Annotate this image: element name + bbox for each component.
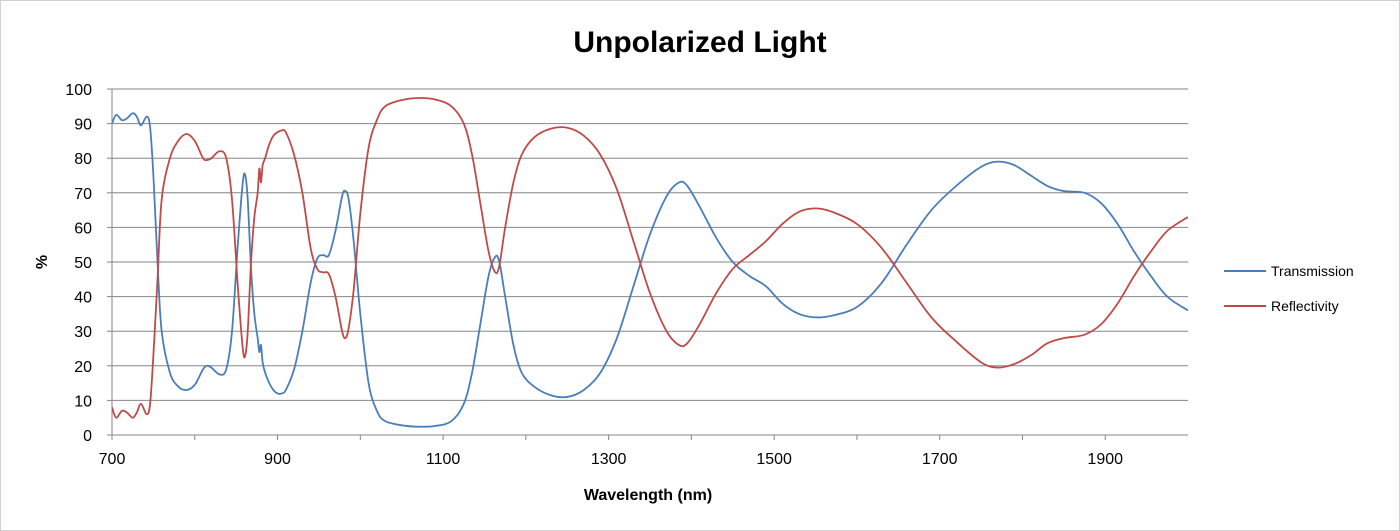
y-tick-label: 0 bbox=[83, 428, 92, 445]
chart-title: Unpolarized Light bbox=[573, 26, 826, 59]
legend-label-reflectivity: Reflectivity bbox=[1271, 298, 1339, 314]
x-tick-label: 1700 bbox=[922, 451, 958, 468]
y-tick-label: 10 bbox=[74, 393, 92, 410]
x-tick-label: 700 bbox=[99, 451, 126, 468]
series-line-reflectivity bbox=[112, 97, 1188, 419]
x-axis-ticks: 700 900 1100 1300 1500 1700 1900 bbox=[99, 435, 1123, 468]
y-tick-label: 40 bbox=[74, 290, 92, 307]
y-tick-label: 60 bbox=[74, 220, 92, 237]
y-tick-label: 30 bbox=[74, 324, 92, 341]
x-tick-label: 900 bbox=[264, 451, 291, 468]
y-axis-title: % bbox=[34, 255, 51, 269]
legend-label-transmission: Transmission bbox=[1271, 263, 1354, 279]
gridlines bbox=[111, 88, 1188, 436]
x-tick-label: 1100 bbox=[426, 451, 461, 468]
x-tick-label: 1900 bbox=[1087, 451, 1123, 468]
y-tick-label: 80 bbox=[74, 151, 92, 168]
y-tick-label: 50 bbox=[74, 255, 92, 272]
y-tick-label: 90 bbox=[74, 117, 92, 134]
x-tick-label: 1300 bbox=[591, 451, 627, 468]
x-axis-title: Wavelength (nm) bbox=[584, 487, 712, 504]
series-line-transmission bbox=[112, 112, 1188, 428]
y-axis-ticks: 0 10 20 30 40 50 60 70 80 90 100 bbox=[65, 82, 112, 445]
y-tick-label: 70 bbox=[74, 186, 92, 203]
series-lines bbox=[112, 97, 1188, 428]
legend: Transmission Reflectivity bbox=[1224, 263, 1354, 314]
y-tick-label: 20 bbox=[74, 359, 92, 376]
x-tick-label: 1500 bbox=[756, 451, 792, 468]
y-tick-label: 100 bbox=[65, 82, 92, 99]
